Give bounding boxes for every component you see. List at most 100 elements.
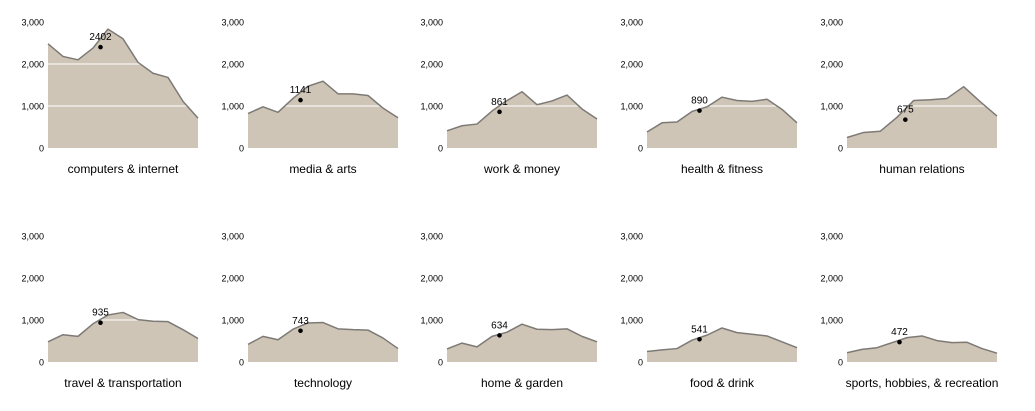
- y-tick-label: 1,000: [221, 102, 244, 112]
- data-point: [497, 109, 502, 115]
- chart-panel: 0 1,000 2,000 3,000 935 travel & transportati…: [21, 232, 199, 390]
- chart-panel: 0 1,000 2,000 3,000 1141 media & arts: [221, 18, 399, 176]
- chart-panel: 0 1,000 2,000 3,000 861 work & money: [420, 18, 598, 176]
- y-tick-label: 2,000: [620, 60, 643, 70]
- panel-title: work & money: [483, 162, 560, 176]
- data-label: 541: [691, 324, 708, 335]
- y-tick-label: 0: [838, 144, 843, 154]
- y-tick-label: 3,000: [221, 18, 244, 28]
- data-label: 472: [891, 327, 908, 338]
- panel-title: media & arts: [289, 162, 356, 176]
- y-tick-label: 1,000: [21, 316, 44, 326]
- series-line: [446, 90, 598, 132]
- y-tick-label: 2,000: [820, 60, 843, 70]
- data-point: [697, 336, 702, 342]
- data-point: [497, 333, 502, 338]
- panel-title: health & fitness: [681, 162, 763, 176]
- series-area: [847, 86, 997, 148]
- y-tick-label: 3,000: [620, 18, 643, 28]
- panel-title: home & garden: [481, 376, 563, 390]
- y-tick-label: 2,000: [221, 274, 244, 284]
- y-tick-label: 3,000: [21, 232, 44, 242]
- y-tick-label: 1,000: [820, 102, 843, 112]
- series-line: [646, 96, 798, 133]
- chart-panel: 0 1,000 2,000 3,000 634 home & garden: [420, 232, 598, 390]
- y-tick-label: 3,000: [420, 18, 443, 28]
- data-point: [98, 44, 103, 50]
- series-area: [248, 322, 398, 362]
- y-tick-label: 0: [39, 144, 44, 154]
- y-tick-label: 2,000: [420, 60, 443, 70]
- data-label: 743: [292, 316, 309, 327]
- series-line: [846, 335, 998, 354]
- data-point: [897, 339, 902, 345]
- data-point: [298, 97, 303, 103]
- y-tick-label: 3,000: [620, 232, 643, 242]
- series-line: [47, 311, 199, 343]
- data-label: 890: [691, 96, 708, 107]
- data-label: 861: [491, 97, 508, 108]
- y-tick-label: 3,000: [420, 232, 443, 242]
- series-line: [646, 327, 798, 353]
- data-label: 634: [491, 320, 508, 331]
- panel-title: sports, hobbies, & recreation: [846, 376, 999, 390]
- y-tick-label: 0: [239, 144, 244, 154]
- y-tick-label: 0: [838, 358, 843, 368]
- data-point: [98, 320, 103, 326]
- chart-panel: 0 1,000 2,000 3,000 743 technology: [221, 232, 399, 390]
- y-tick-label: 0: [638, 358, 643, 368]
- panel-title: food & drink: [690, 376, 755, 390]
- y-tick-label: 3,000: [21, 18, 44, 28]
- series-line: [247, 321, 399, 350]
- y-tick-label: 0: [39, 358, 44, 368]
- data-point: [298, 328, 303, 334]
- data-label: 675: [897, 105, 914, 116]
- y-tick-label: 2,000: [21, 274, 44, 284]
- series-line: [846, 85, 998, 139]
- panel-title: travel & transportation: [64, 376, 181, 390]
- y-tick-label: 1,000: [620, 102, 643, 112]
- series-area: [48, 29, 198, 148]
- y-tick-label: 0: [438, 358, 443, 368]
- chart-panel: 0 1,000 2,000 3,000 675 human relations: [820, 18, 998, 176]
- data-label: 935: [92, 308, 109, 319]
- y-tick-label: 3,000: [221, 232, 244, 242]
- y-tick-label: 0: [638, 144, 643, 154]
- y-tick-label: 3,000: [820, 18, 843, 28]
- series-area: [447, 91, 597, 148]
- chart-panel: 0 1,000 2,000 3,000 2402 computers & internet: [21, 18, 199, 176]
- y-tick-label: 2,000: [620, 274, 643, 284]
- data-point: [697, 108, 702, 113]
- data-label: 2402: [89, 32, 112, 43]
- series-area: [647, 327, 797, 362]
- y-tick-label: 1,000: [221, 316, 244, 326]
- series-area: [647, 97, 797, 148]
- panel-title: technology: [294, 376, 352, 390]
- series-area: [447, 324, 597, 362]
- y-tick-label: 1,000: [21, 102, 44, 112]
- y-tick-label: 3,000: [820, 232, 843, 242]
- series-area: [248, 81, 398, 148]
- data-label: 1141: [290, 85, 312, 96]
- panel-title: computers & internet: [68, 162, 179, 176]
- data-point: [903, 117, 908, 122]
- series-line: [47, 28, 199, 119]
- y-tick-label: 1,000: [420, 102, 443, 112]
- y-tick-label: 2,000: [221, 60, 244, 70]
- chart-panel: 0 1,000 2,000 3,000 541 food & drink: [620, 232, 798, 390]
- y-tick-label: 1,000: [420, 316, 443, 326]
- chart-panel: 0 1,000 2,000 3,000 472 sports, hobbies, & re…: [820, 232, 998, 391]
- y-tick-label: 2,000: [820, 274, 843, 284]
- series-line: [446, 323, 598, 350]
- y-tick-label: 1,000: [820, 316, 843, 326]
- series-line: [247, 80, 399, 119]
- y-tick-label: 1,000: [620, 316, 643, 326]
- panel-title: human relations: [879, 162, 964, 176]
- chart-panel: 0 1,000 2,000 3,000 890 health & fitness: [620, 18, 798, 176]
- y-tick-label: 0: [438, 144, 443, 154]
- y-tick-label: 2,000: [420, 274, 443, 284]
- y-tick-label: 2,000: [21, 60, 44, 70]
- series-area: [48, 312, 198, 362]
